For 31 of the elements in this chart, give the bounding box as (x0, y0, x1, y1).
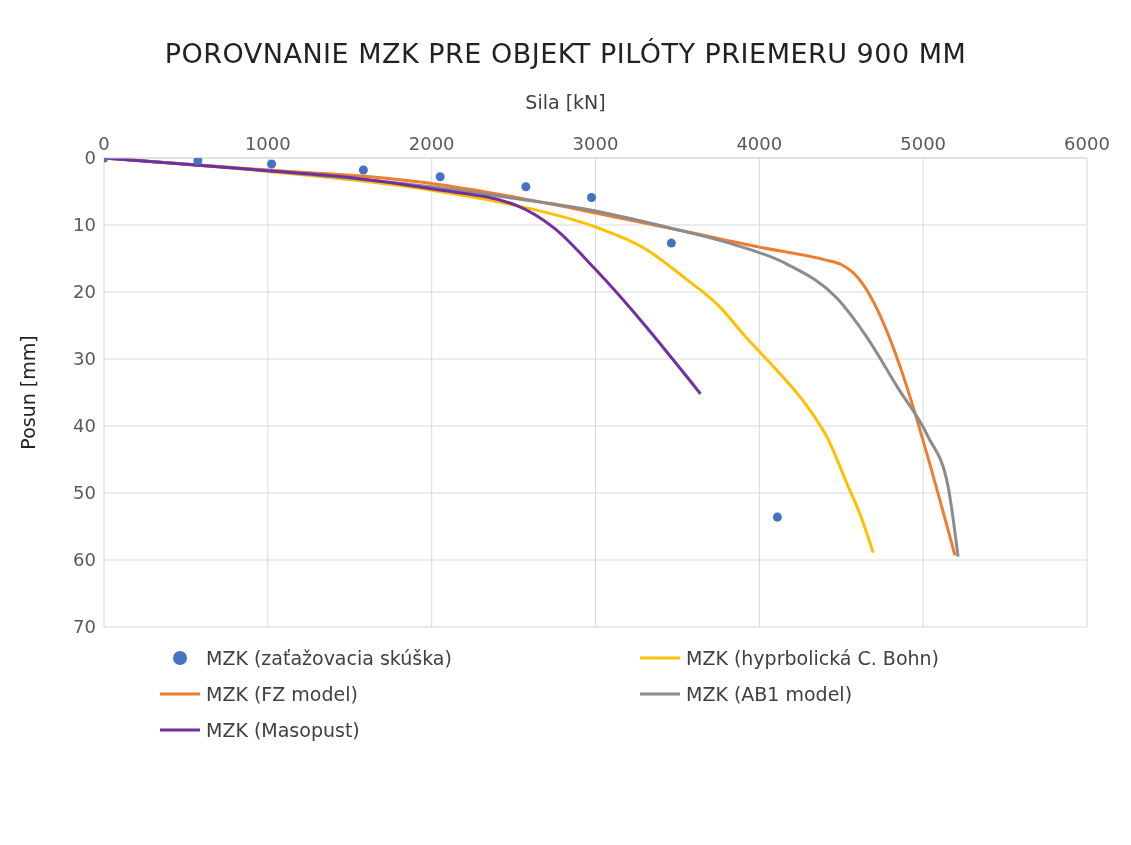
x-tick-label: 0 (98, 133, 110, 154)
y-tick-label: 20 (73, 281, 96, 303)
point (267, 159, 277, 169)
chart-title: POROVNANIE MZK PRE OBJEKT PILÓTY PRIEMERU 900 MM (163, 37, 968, 69)
y-tick-label: 40 (73, 415, 96, 437)
y-tick-label: 30 (73, 348, 96, 370)
x-tick-label: 5000 (900, 133, 947, 154)
x-axis-title: Sila [kN] (524, 91, 607, 113)
x-tick-label: 6000 (1064, 133, 1110, 154)
y-axis-title: Posun [mm] (16, 335, 39, 450)
legend-label: MZK (zaťažovacia skúška) (206, 647, 452, 669)
y-tick-label: 70 (73, 616, 96, 638)
y-tick-label: 10 (73, 214, 96, 236)
x-tick-label: 3000 (572, 133, 619, 154)
point (193, 158, 203, 166)
point (587, 193, 597, 203)
y-tick-label: 0 (84, 147, 96, 169)
legend-label: MZK (Masopust) (206, 719, 360, 741)
legend-label: MZK (AB1 model) (686, 683, 853, 705)
legend-label: MZK (hyprbolická C. Bohn) (686, 647, 940, 669)
x-tick-label: 1000 (244, 133, 291, 154)
point (666, 238, 676, 248)
point (358, 165, 368, 175)
x-tick-label: 4000 (736, 133, 783, 154)
y-tick-label: 50 (73, 482, 96, 504)
legend-label: MZK (FZ model) (206, 683, 358, 705)
y-tick-label: 60 (73, 549, 96, 571)
point (521, 182, 531, 192)
point (435, 172, 445, 182)
x-tick-label: 2000 (408, 133, 455, 154)
point (772, 512, 782, 522)
